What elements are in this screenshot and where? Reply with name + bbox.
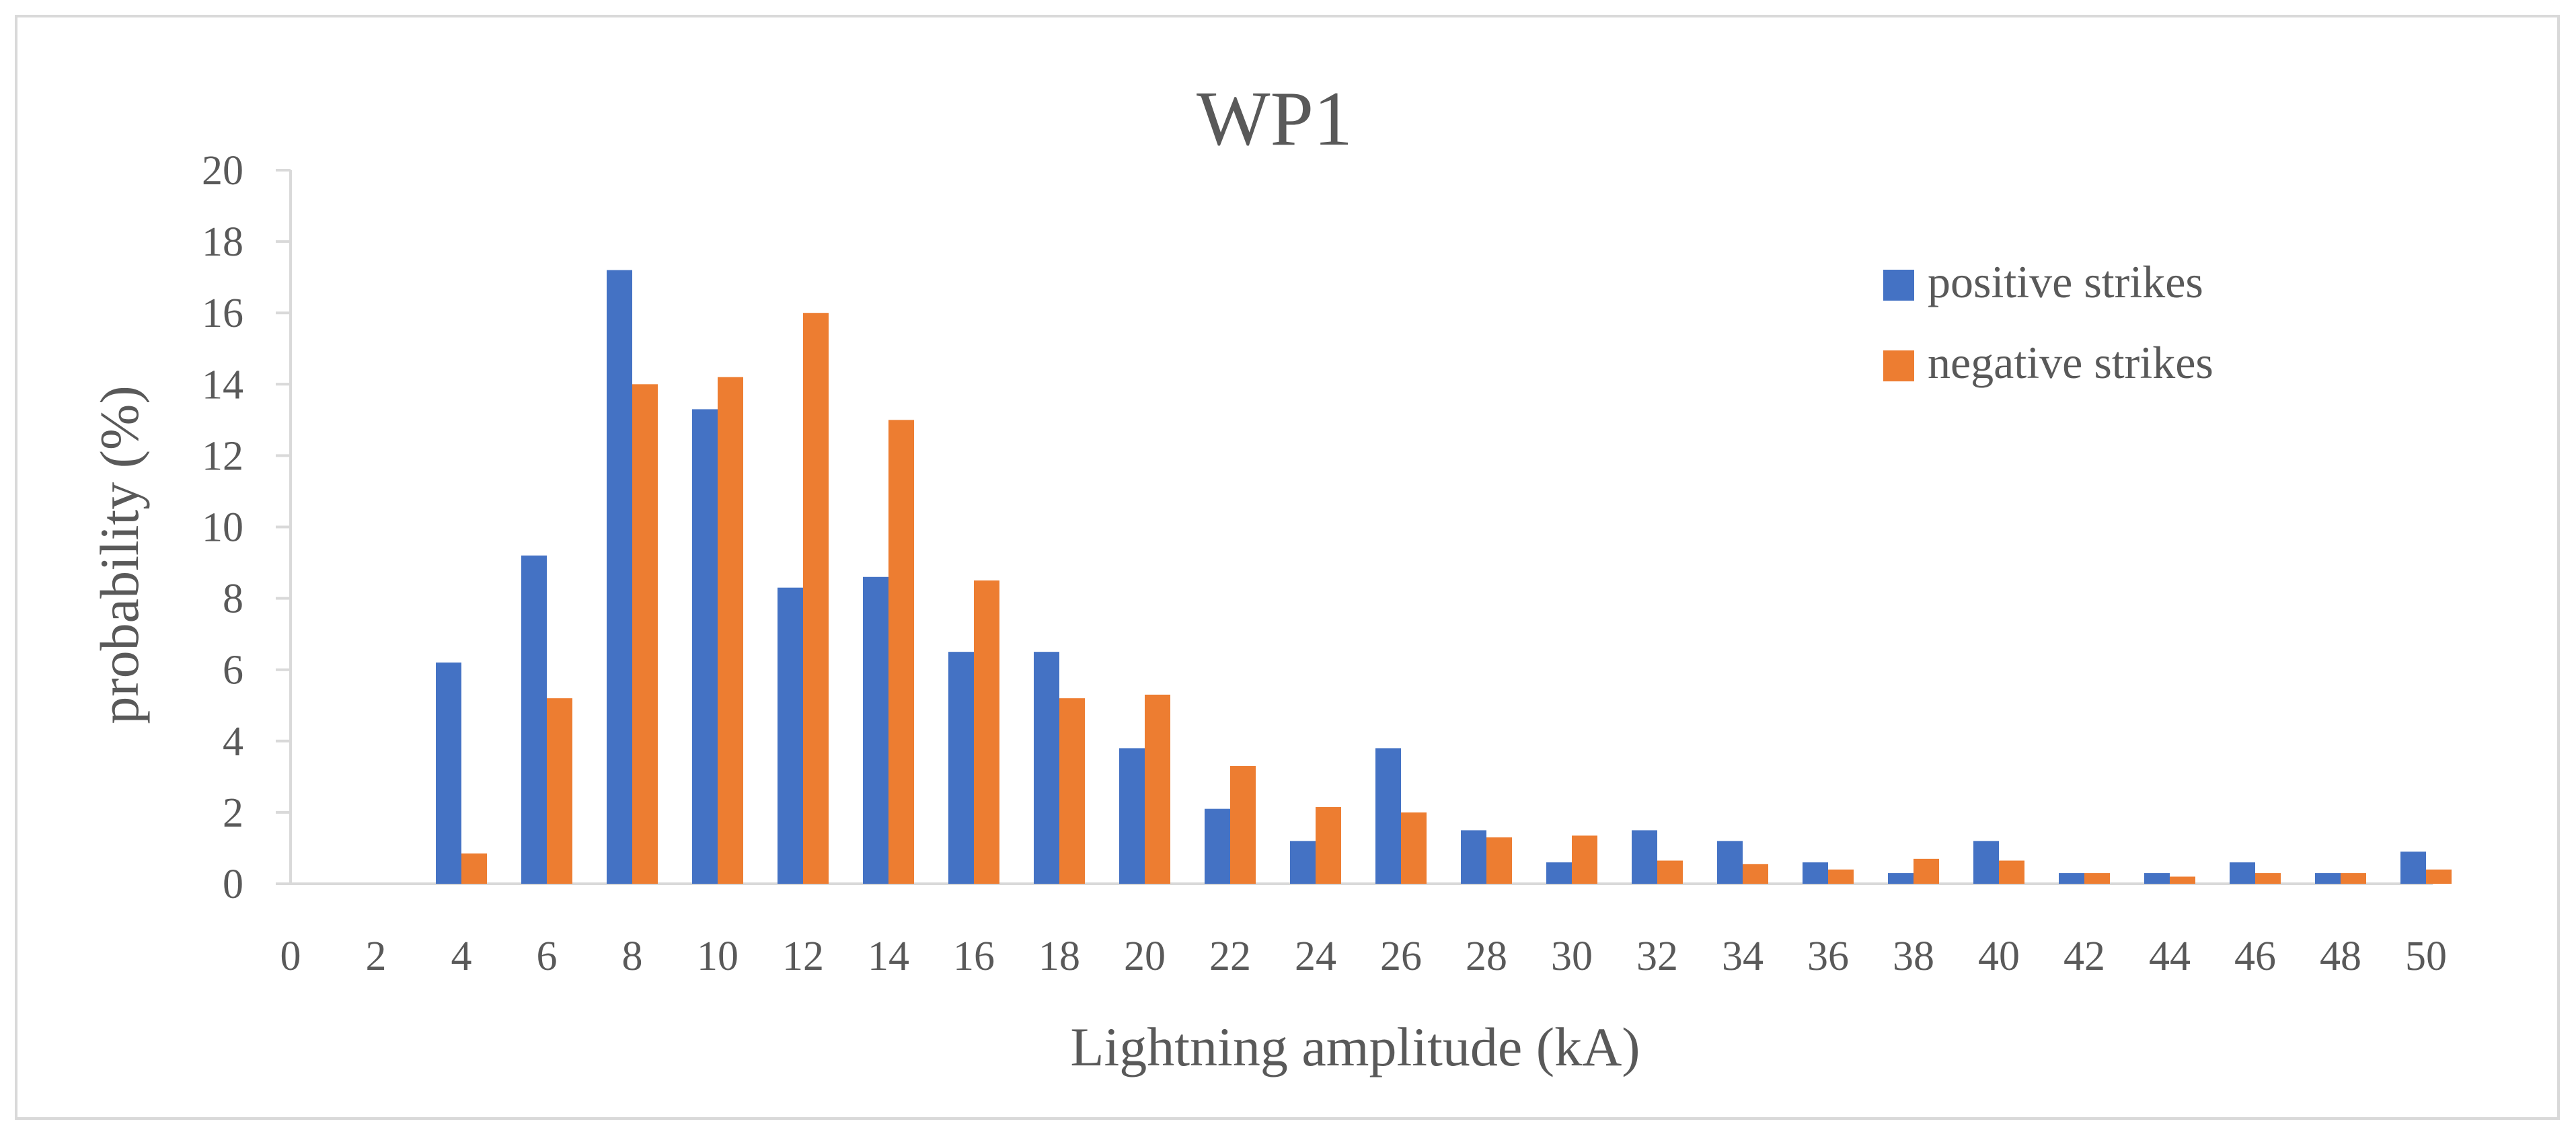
- x-tick-label: 22: [1209, 934, 1251, 979]
- y-tick-label: 4: [223, 719, 243, 765]
- bar-negative-4: [461, 853, 487, 884]
- y-axis: 0 2 4 6 8 10 12 14 16 18 20: [202, 148, 292, 907]
- bar-negative-30: [1572, 835, 1597, 884]
- x-tick-label: 10: [697, 934, 738, 979]
- bar-positive-28: [1461, 830, 1486, 884]
- bar-negative-24: [1316, 806, 1341, 884]
- bar-negative-46: [2255, 873, 2281, 884]
- y-tick-label: 2: [223, 790, 243, 836]
- x-axis: 0 2 4 6 8 10 12 14 16 18 20 22 24 26 28 30 32 34 36 38 40 42 4…: [280, 882, 2447, 979]
- x-tick-label: 20: [1124, 934, 1166, 979]
- bar-negative-28: [1486, 837, 1512, 884]
- x-tick-label: 46: [2234, 934, 2276, 979]
- bar-positive-10: [692, 409, 718, 884]
- x-tick-label: 32: [1636, 934, 1678, 979]
- x-tick-label: 0: [280, 934, 301, 979]
- x-tick-label: 8: [622, 934, 643, 979]
- y-axis-title: probability (%): [89, 385, 150, 724]
- x-axis-title: Lightning amplitude (kA): [1070, 1016, 1640, 1077]
- y-tick-label: 8: [223, 576, 243, 622]
- bar-positive-6: [521, 555, 547, 884]
- x-tick-label: 18: [1038, 934, 1080, 979]
- x-tick-label: 2: [366, 934, 387, 979]
- bars: [436, 270, 2452, 884]
- x-tick-label: 14: [868, 934, 909, 979]
- x-tick-label: 26: [1380, 934, 1422, 979]
- chart-title: WP1: [1197, 76, 1353, 162]
- chart-frame: [15, 15, 2560, 1120]
- bar-negative-12: [803, 313, 829, 884]
- bar-positive-18: [1034, 652, 1059, 884]
- bar-positive-8: [607, 270, 632, 884]
- bar-positive-42: [2059, 873, 2084, 884]
- bar-positive-22: [1205, 808, 1230, 884]
- y-tick-label: 16: [202, 291, 243, 336]
- legend-swatch-positive: [1883, 270, 1914, 301]
- legend-label-positive: positive strikes: [1928, 256, 2203, 307]
- y-tick-label: 20: [202, 148, 243, 194]
- bar-negative-32: [1657, 860, 1683, 884]
- x-tick-label: 38: [1893, 934, 1934, 979]
- bar-negative-6: [547, 698, 572, 884]
- bar-positive-48: [2315, 873, 2341, 884]
- x-tick-label: 16: [953, 934, 995, 979]
- x-tick-label: 40: [1978, 934, 2020, 979]
- bar-negative-20: [1145, 694, 1170, 884]
- bar-positive-36: [1803, 862, 1828, 884]
- x-tick-label: 24: [1295, 934, 1336, 979]
- bar-negative-10: [718, 377, 743, 884]
- bar-negative-26: [1401, 812, 1427, 884]
- y-tick-label: 18: [202, 219, 243, 265]
- bar-positive-40: [1973, 841, 1999, 884]
- bar-positive-34: [1717, 841, 1743, 884]
- x-tick-label: 42: [2063, 934, 2105, 979]
- bar-negative-34: [1743, 864, 1768, 884]
- legend-swatch-negative: [1883, 350, 1914, 381]
- bar-negative-22: [1230, 765, 1256, 884]
- bar-positive-26: [1375, 748, 1401, 884]
- bar-negative-42: [2084, 873, 2110, 884]
- bar-positive-4: [436, 662, 461, 884]
- x-tick-label: 12: [782, 934, 824, 979]
- bar-negative-14: [888, 420, 914, 884]
- bar-positive-44: [2144, 873, 2170, 884]
- x-tick-label: 34: [1722, 934, 1764, 979]
- bar-negative-8: [632, 384, 658, 884]
- y-tick-label: 14: [202, 362, 243, 408]
- bar-negative-44: [2170, 876, 2195, 884]
- bar-negative-40: [1999, 860, 2024, 884]
- x-tick-label: 4: [451, 934, 472, 979]
- bar-positive-50: [2400, 851, 2426, 884]
- y-tick-label: 0: [223, 862, 243, 907]
- y-tick-label: 10: [202, 505, 243, 551]
- bar-positive-30: [1546, 862, 1572, 884]
- x-tick-label: 44: [2149, 934, 2191, 979]
- bar-negative-48: [2341, 873, 2366, 884]
- x-tick-label: 48: [2320, 934, 2361, 979]
- bar-positive-24: [1290, 841, 1316, 884]
- bar-negative-18: [1059, 698, 1085, 884]
- x-tick-label: 50: [2405, 934, 2447, 979]
- bar-negative-50: [2426, 869, 2452, 884]
- bar-negative-16: [974, 580, 999, 884]
- bar-positive-14: [863, 576, 888, 884]
- bar-positive-12: [778, 587, 803, 884]
- x-tick-label: 28: [1466, 934, 1507, 979]
- y-tick-label: 6: [223, 648, 243, 693]
- x-tick-label: 6: [537, 934, 558, 979]
- bar-positive-38: [1888, 873, 1914, 884]
- legend-label-negative: negative strikes: [1928, 337, 2213, 388]
- y-tick-label: 12: [202, 433, 243, 479]
- bar-negative-38: [1914, 858, 1939, 884]
- bar-positive-20: [1119, 748, 1145, 884]
- x-tick-label: 36: [1807, 934, 1849, 979]
- bar-positive-32: [1632, 830, 1657, 884]
- bar-positive-46: [2230, 862, 2255, 884]
- legend: positive strikes negative strikes: [1883, 256, 2213, 388]
- bar-negative-36: [1828, 869, 1854, 884]
- x-tick-label: 30: [1551, 934, 1593, 979]
- bar-positive-16: [948, 652, 974, 884]
